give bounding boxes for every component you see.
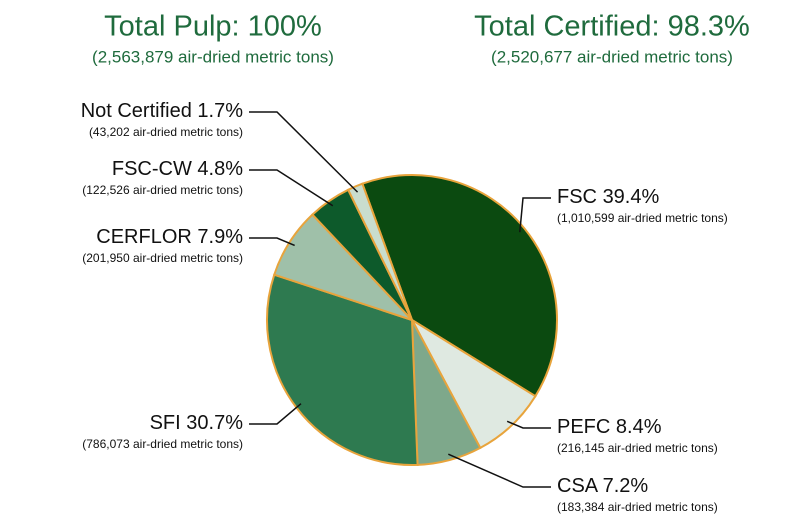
pie-slice — [361, 174, 558, 398]
chart-subtitle: (2,520,677 air-dried metric tons) — [491, 47, 733, 66]
leader-line — [448, 453, 551, 488]
slice-value: 7.9% — [197, 226, 243, 248]
slice-value: 4.8% — [197, 158, 243, 180]
slice-sublabel: (183,384 air-dried metric tons) — [557, 500, 718, 514]
leader-line — [249, 169, 334, 207]
slice-sublabel: (201,950 air-dried metric tons) — [82, 251, 243, 265]
slice-name: CERFLOR — [96, 226, 192, 248]
slice-sublabel: (1,010,599 air-dried metric tons) — [557, 211, 728, 225]
slice-name: SFI — [150, 412, 181, 434]
slice-sublabel: (43,202 air-dried metric tons) — [89, 125, 243, 139]
slice-sublabel: (216,145 air-dried metric tons) — [557, 441, 718, 455]
slice-label: CERFLOR 7.9% — [96, 226, 243, 248]
chart-title: Total Pulp: 100% — [104, 11, 322, 43]
slice-value: 30.7% — [186, 412, 243, 434]
leader-line — [249, 111, 359, 193]
chart-subtitle: (2,563,879 air-dried metric tons) — [92, 47, 334, 66]
leader-line — [249, 403, 302, 425]
slice-name: Not Certified — [81, 100, 192, 122]
slice-value: 8.4% — [616, 416, 662, 438]
slice-label: CSA 7.2% — [557, 475, 648, 497]
slice-label: Not Certified 1.7% — [81, 100, 244, 122]
pie-slice — [346, 182, 413, 321]
slice-value: 1.7% — [197, 100, 243, 122]
chart-title: Total Certified: 98.3% — [474, 11, 750, 43]
slice-label: FSC 39.4% — [557, 186, 659, 208]
leader-line — [519, 197, 551, 233]
leader-line — [506, 420, 551, 429]
slice-name: FSC-CW — [112, 158, 192, 180]
leader-line — [249, 237, 295, 247]
slice-name: CSA — [557, 475, 599, 497]
slice-value: 39.4% — [603, 186, 660, 208]
slice-label: FSC-CW 4.8% — [112, 158, 243, 180]
slice-sublabel: (786,073 air-dried metric tons) — [82, 437, 243, 451]
slice-label: PEFC 8.4% — [557, 416, 662, 438]
slice-value: 7.2% — [603, 475, 649, 497]
slice-name: PEFC — [557, 416, 610, 438]
slice-name: FSC — [557, 186, 597, 208]
slice-sublabel: (122,526 air-dried metric tons) — [82, 183, 243, 197]
slice-label: SFI 30.7% — [150, 412, 244, 434]
